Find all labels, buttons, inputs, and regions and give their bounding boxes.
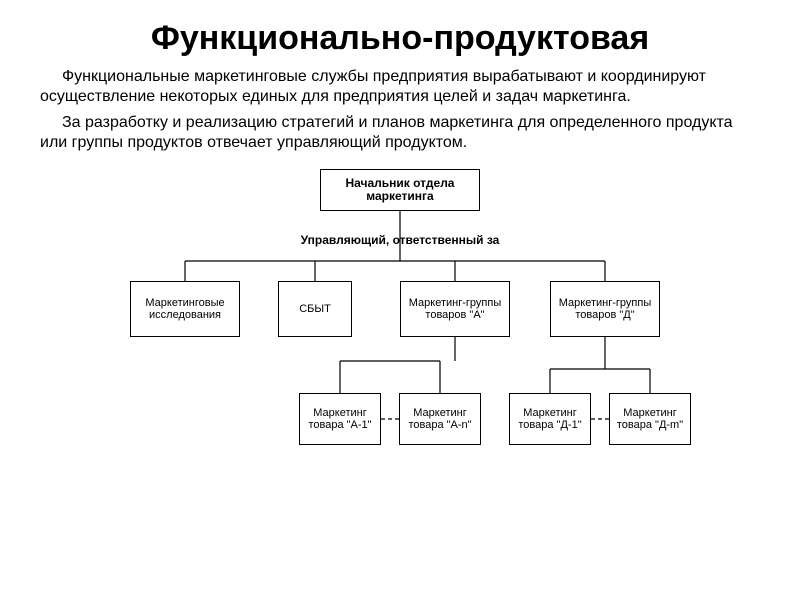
paragraph-2: За разработку и реализацию стратегий и п… [40,113,760,153]
node-group-d: Маркетинг-группы товаров "Д" [550,281,660,337]
node-dm: Маркетинг товара "Д-m" [609,393,691,445]
node-an: Маркетинг товара "A-n" [399,393,481,445]
node-sales: СБЫТ [278,281,352,337]
org-chart: Начальник отдела маркетинга Управляющий,… [120,161,680,491]
node-research: Маркетинговые исследования [130,281,240,337]
node-d1: Маркетинг товара "Д-1" [509,393,591,445]
node-group-a: Маркетинг-группы товаров "А" [400,281,510,337]
middle-label: Управляющий, ответственный за [270,233,530,247]
node-a1: Маркетинг товара "А-1" [299,393,381,445]
node-root: Начальник отдела маркетинга [320,169,480,211]
page-title: Функционально-продуктовая [40,20,760,57]
paragraph-1: Функциональные маркетинговые службы пред… [40,67,760,107]
